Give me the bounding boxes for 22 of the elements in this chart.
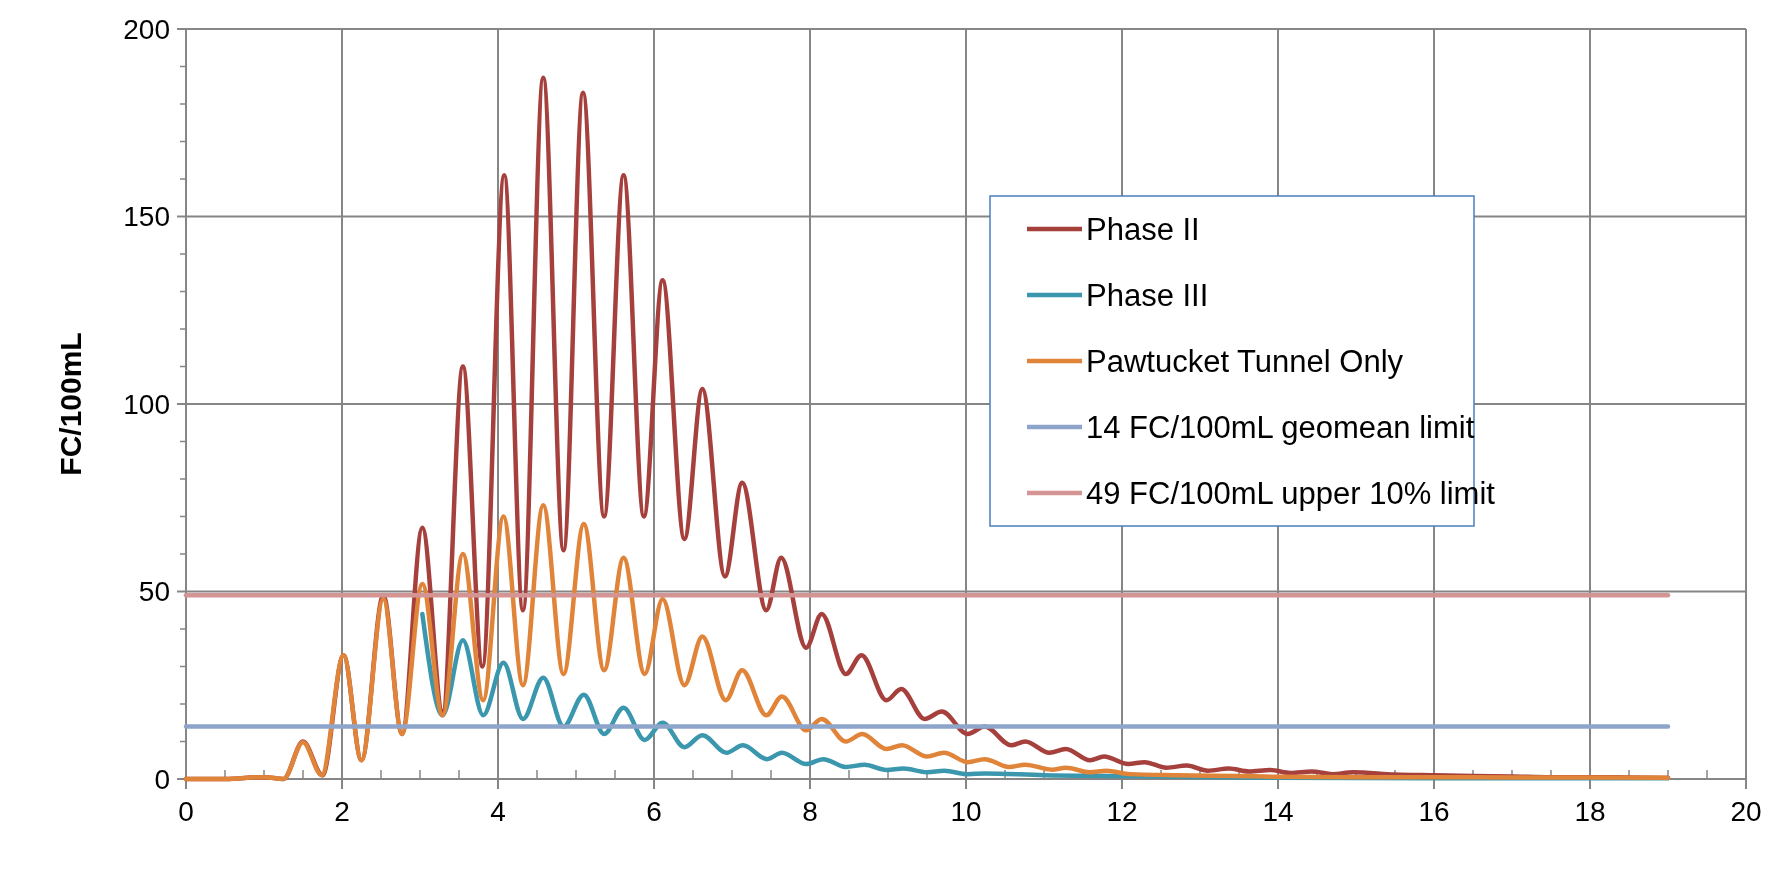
x-tick-label: 16: [1418, 796, 1450, 827]
x-tick-label: 0: [178, 796, 194, 827]
x-tick-label: 18: [1574, 796, 1606, 827]
x-tick-label: 14: [1262, 796, 1294, 827]
legend-label: 14 FC/100mL geomean limit: [1086, 409, 1475, 445]
y-tick-label: 100: [123, 388, 170, 420]
legend-label: Phase III: [1086, 277, 1209, 313]
x-tick-label: 20: [1730, 796, 1762, 827]
x-tick-label: 4: [490, 796, 506, 827]
x-tick-label: 12: [1106, 796, 1138, 827]
x-tick-label: 8: [802, 796, 818, 827]
y-tick-label: 150: [123, 201, 170, 233]
legend-label: 49 FC/100mL upper 10% limit: [1086, 475, 1496, 511]
legend-label: Phase II: [1086, 211, 1200, 247]
x-tick-label: 6: [646, 796, 662, 827]
legend-label: Pawtucket Tunnel Only: [1086, 343, 1404, 379]
y-tick-label: 200: [123, 13, 170, 45]
x-tick-label: 10: [950, 796, 982, 827]
x-tick-label: 2: [334, 796, 350, 827]
y-axis-title: FC/100mL: [54, 332, 87, 476]
y-tick-label: 0: [154, 763, 170, 795]
y-tick-label: 50: [138, 576, 170, 608]
